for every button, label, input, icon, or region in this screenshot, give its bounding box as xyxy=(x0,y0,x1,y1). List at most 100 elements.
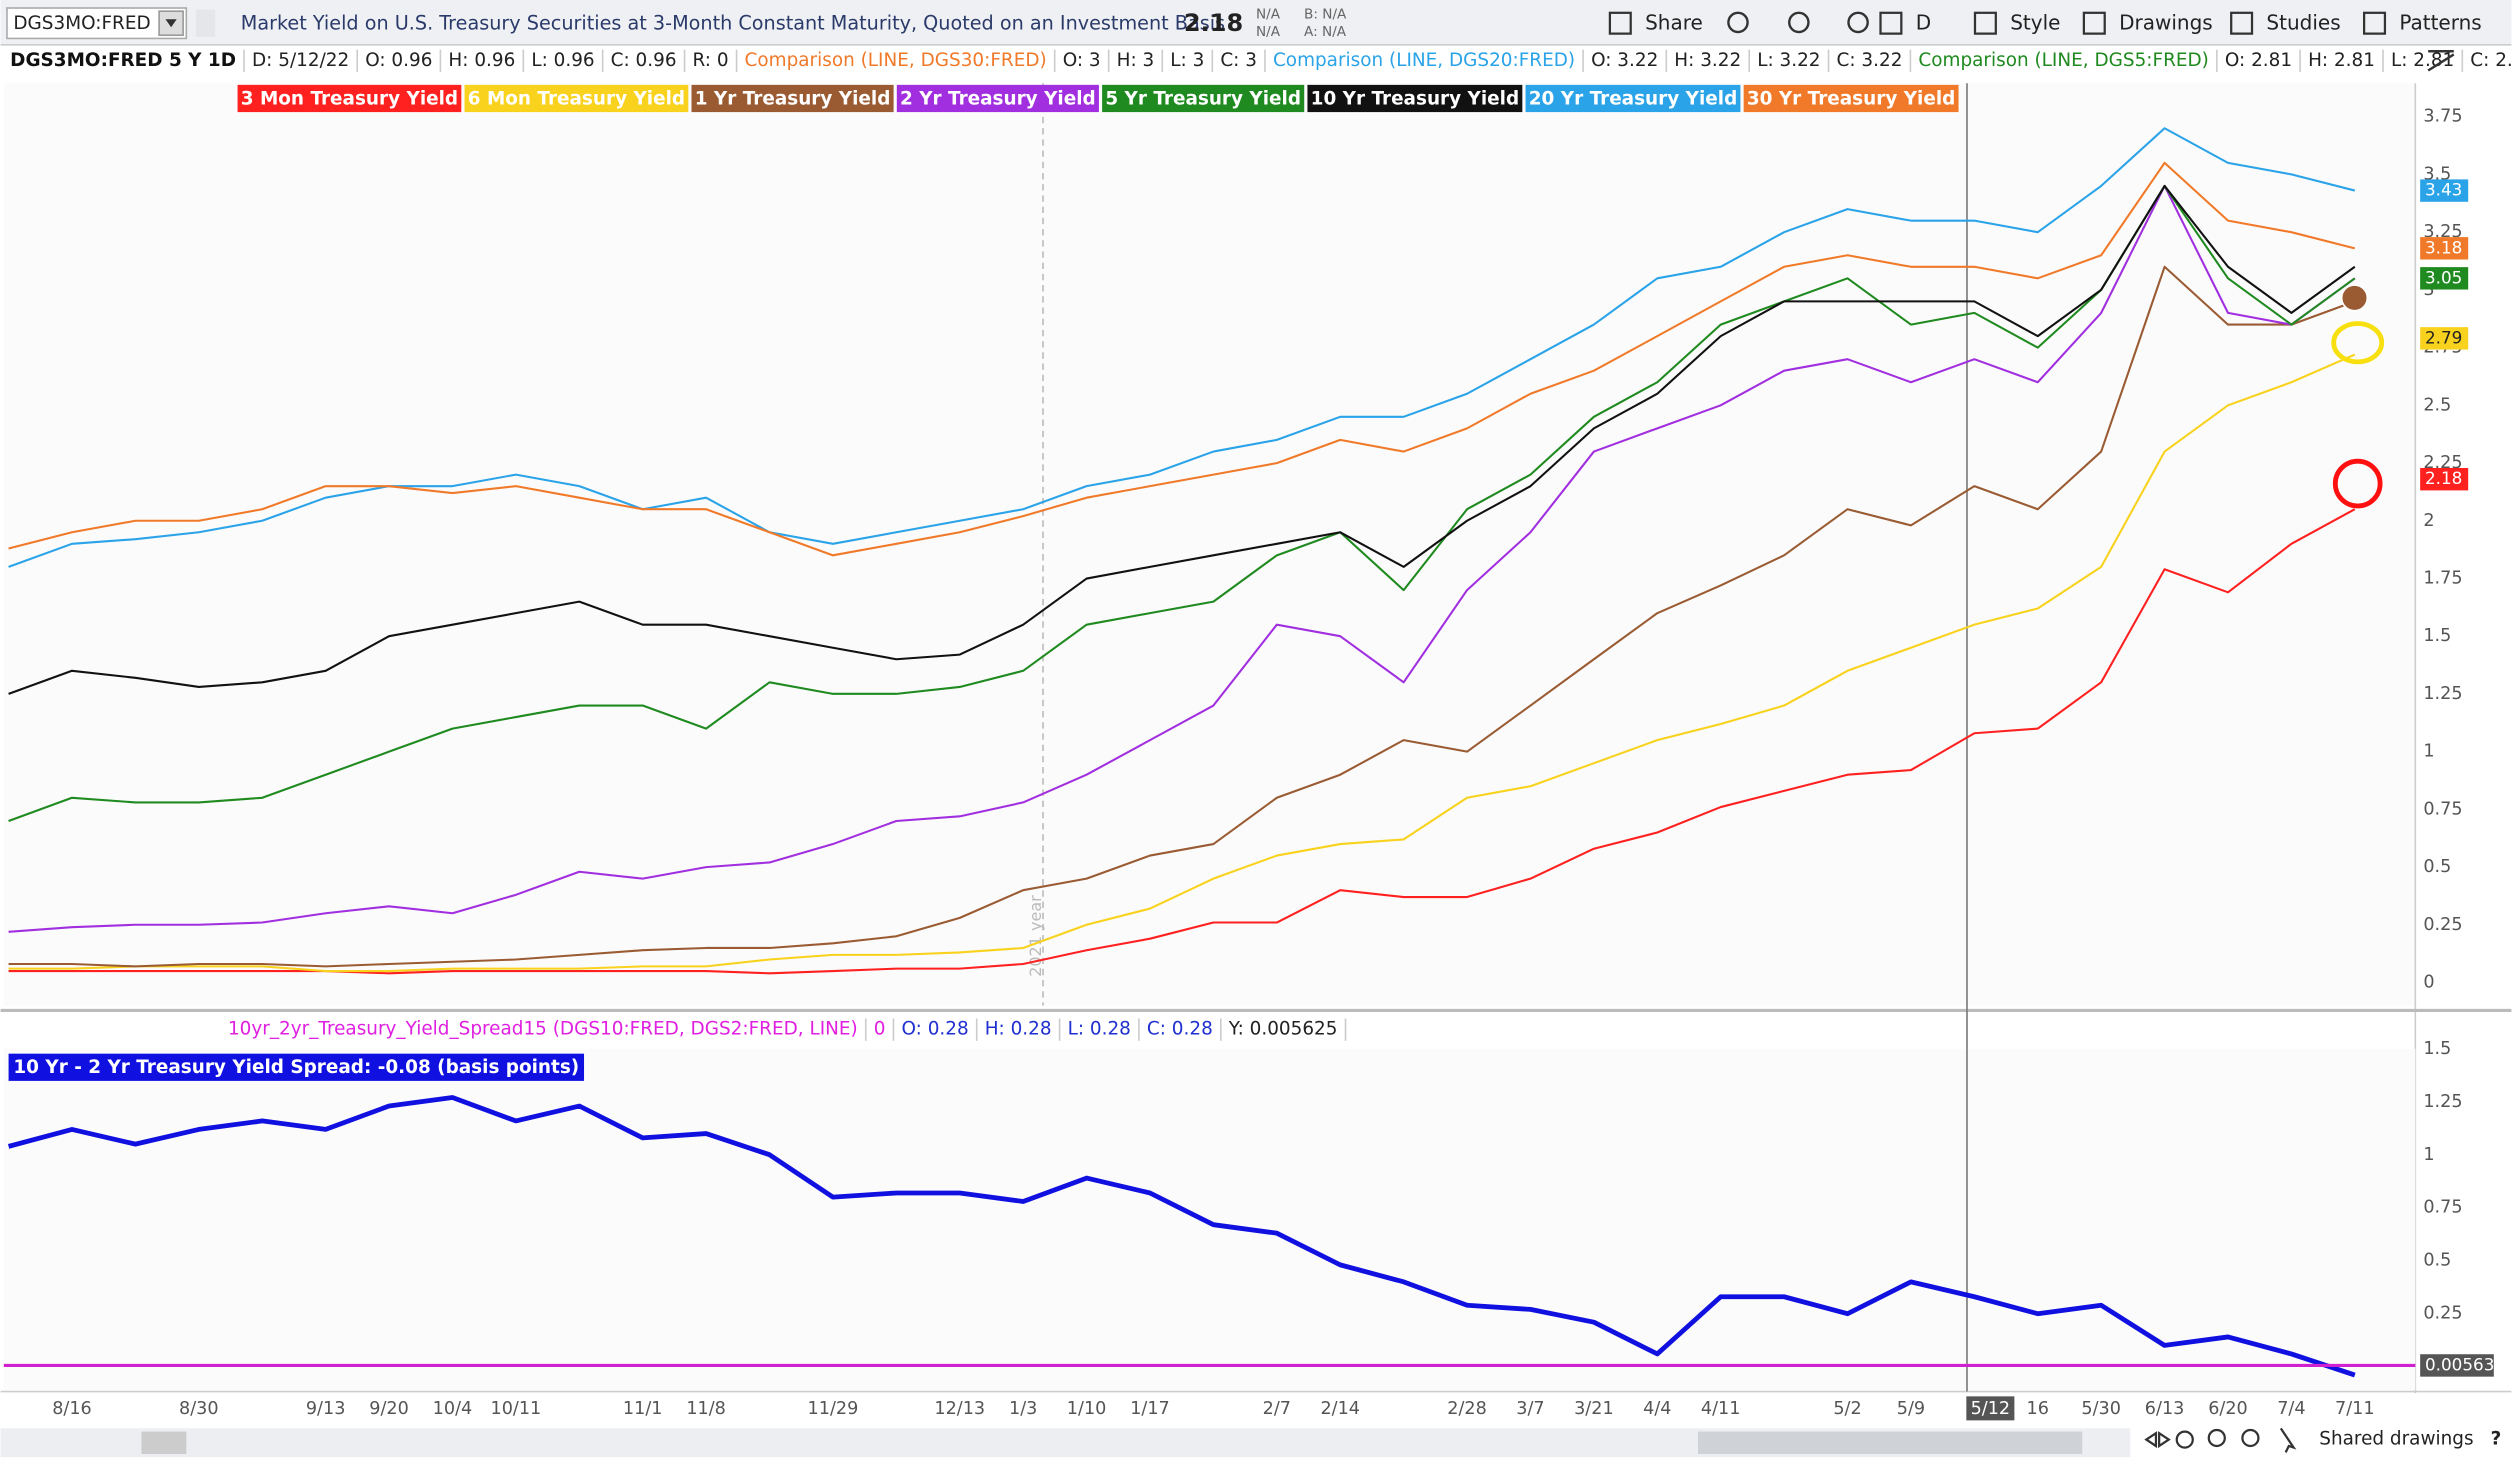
x-tick-label: 11/1 xyxy=(623,1399,663,1419)
legend-label[interactable]: 1 Yr Treasury Yield xyxy=(695,88,891,109)
legend-label[interactable]: 30 Yr Treasury Yield xyxy=(1747,88,1956,109)
y-tick-label: 0.5 xyxy=(2423,857,2451,877)
legend-chip[interactable] xyxy=(1307,84,1523,113)
link-icon[interactable] xyxy=(195,9,216,37)
zoom-controls xyxy=(2144,1427,2297,1453)
description: Market Yield on U.S. Treasury Securities… xyxy=(241,12,1225,35)
legend-chip[interactable] xyxy=(691,84,894,113)
legend-chip[interactable] xyxy=(464,84,689,113)
x-tick-label: 8/30 xyxy=(179,1399,219,1419)
y-tick-label: 1 xyxy=(2423,742,2434,762)
toolbar-button[interactable]: Drawings xyxy=(2119,11,2213,35)
help[interactable]: ? xyxy=(2491,1429,2502,1450)
y-tick-label: 0 xyxy=(2423,973,2434,993)
x-tick-label: 16 xyxy=(2027,1399,2049,1419)
toolbar-icon[interactable] xyxy=(2362,11,2387,35)
x-tick-label: 6/13 xyxy=(2145,1399,2185,1419)
toolbar-icon[interactable] xyxy=(1847,11,1869,34)
info-item: C: 3.22 xyxy=(1837,50,1903,71)
y-tick-label: 2 xyxy=(2423,511,2434,531)
x-tick-label: 12/13 xyxy=(934,1399,985,1419)
x-tick-label: 3/21 xyxy=(1574,1399,1614,1419)
x-tick-label: 10/11 xyxy=(490,1399,541,1419)
last-value-label: 3.05 xyxy=(2425,267,2462,287)
info-item: 10yr_2yr_Treasury_Yield_Spread15 (DGS10:… xyxy=(228,1019,858,1040)
last-value-bubble xyxy=(2420,179,2469,202)
legend-chip[interactable] xyxy=(1102,84,1305,113)
reference-label: 0.00563 xyxy=(2425,1354,2494,1374)
x-tick-label: 8/16 xyxy=(52,1399,92,1419)
last-value-bubble xyxy=(2420,237,2469,260)
shared-drawings[interactable]: Shared drawings xyxy=(2319,1429,2473,1450)
toolbar-icon[interactable] xyxy=(1879,11,1903,35)
pan-icon[interactable] xyxy=(2144,1431,2171,1449)
y-tick-label: 3.75 xyxy=(2423,107,2462,127)
toolbar-button[interactable]: Studies xyxy=(2266,11,2340,35)
x-tick-label: 4/11 xyxy=(1701,1399,1741,1419)
info-item: C: 3 xyxy=(1220,50,1257,71)
last-value-label: 3.43 xyxy=(2425,180,2462,200)
y-tick-label: 1.75 xyxy=(2423,568,2462,588)
x-tick-label: 7/4 xyxy=(2277,1399,2305,1419)
drawing-circle[interactable] xyxy=(2332,458,2383,509)
zoom-out-icon[interactable] xyxy=(2241,1428,2260,1448)
toolbar-icon[interactable] xyxy=(1788,11,1810,34)
y-tick-label: 3 xyxy=(2423,280,2434,300)
series-line xyxy=(7,1095,2356,1378)
scroll-thumb[interactable] xyxy=(1697,1431,2083,1454)
info-item: C: 2.81 xyxy=(2470,50,2512,71)
reference-bubble xyxy=(2420,1354,2494,1377)
toolbar xyxy=(0,0,2512,45)
legend-chip[interactable] xyxy=(237,84,462,113)
bid: B: N/A xyxy=(1304,6,1347,22)
toolbar-icon[interactable] xyxy=(1727,11,1749,34)
legend-label[interactable]: 20 Yr Treasury Yield xyxy=(1529,88,1738,109)
y-tick-label: 2.5 xyxy=(2423,395,2451,415)
change: N/A xyxy=(1256,6,1281,22)
crosshair-icon[interactable] xyxy=(2175,1430,2194,1449)
y-tick-label: 1 xyxy=(2423,1145,2434,1165)
y-tick-label: 0.75 xyxy=(2423,1198,2462,1218)
info-item: L: 3.22 xyxy=(1757,50,1820,71)
info-item: Comparison (LINE, DGS30:FRED) xyxy=(745,50,1047,71)
legend-chip[interactable] xyxy=(1525,84,1741,113)
legend-label[interactable]: 2 Yr Treasury Yield xyxy=(900,88,1096,109)
info-item: O: 3.22 xyxy=(1591,50,1658,71)
drawing-circle[interactable] xyxy=(2331,321,2385,365)
x-tick-label: 2/7 xyxy=(1263,1399,1291,1419)
series-line xyxy=(8,127,2356,568)
pointer-icon[interactable] xyxy=(2279,1427,2297,1453)
info-item: Comparison (LINE, DGS20:FRED) xyxy=(1273,50,1575,71)
legend-label[interactable]: 6 Mon Treasury Yield xyxy=(468,88,685,109)
info-item: O: 2.81 xyxy=(2225,50,2292,71)
symbol-box[interactable] xyxy=(6,7,188,40)
toolbar-button[interactable]: D xyxy=(1916,11,1931,35)
toolbar-button[interactable]: Patterns xyxy=(2399,11,2481,35)
toolbar-icon[interactable] xyxy=(1608,11,1632,35)
legend-label[interactable]: 3 Mon Treasury Yield xyxy=(241,88,458,109)
toolbar-icon[interactable] xyxy=(2082,11,2106,35)
toolbar-button[interactable]: Style xyxy=(2010,11,2060,35)
year-label: 2021 year xyxy=(1026,895,1045,977)
zoom-in-icon[interactable] xyxy=(2207,1428,2226,1448)
info-item: O: 0.96 xyxy=(365,50,432,71)
y-tick-label: 0.5 xyxy=(2423,1251,2451,1271)
x-tick-label: 11/29 xyxy=(808,1399,859,1419)
scroll-handle[interactable] xyxy=(141,1431,187,1454)
legend-label[interactable]: 10 Yr Treasury Yield xyxy=(1311,88,1520,109)
x-tick-label: 1/3 xyxy=(1009,1399,1037,1419)
x-tick-label: 5/12 xyxy=(1971,1399,2011,1419)
info-item: D: 5/12/22 xyxy=(252,50,349,71)
toolbar-icon[interactable] xyxy=(1973,11,1997,35)
toolbar-button[interactable]: Share xyxy=(1645,11,1703,35)
y-tick-label: 0.25 xyxy=(2423,1304,2462,1324)
info-item: H: 3.22 xyxy=(1674,50,1741,71)
toolbar-icon[interactable] xyxy=(2230,11,2254,35)
symbol[interactable]: DGS3MO:FRED xyxy=(13,13,150,34)
info-item: 0 xyxy=(874,1019,886,1040)
drawing-tool-icon[interactable] xyxy=(2427,50,2455,72)
legend-chip[interactable] xyxy=(1743,84,1959,113)
legend-label[interactable]: 5 Yr Treasury Yield xyxy=(1105,88,1301,109)
legend-chip[interactable] xyxy=(896,84,1099,113)
drawing-circle[interactable] xyxy=(2340,284,2369,312)
